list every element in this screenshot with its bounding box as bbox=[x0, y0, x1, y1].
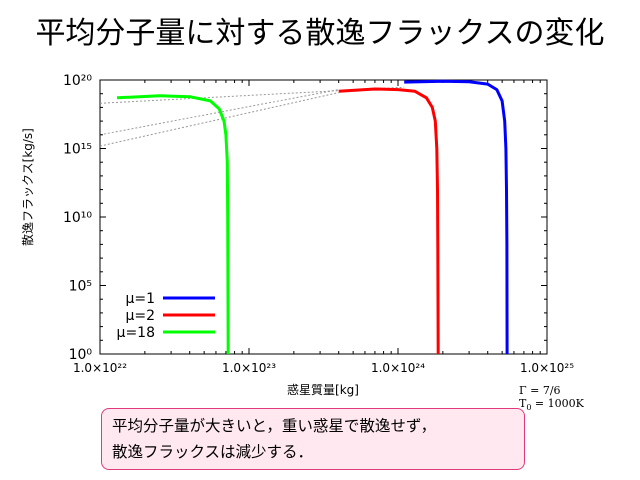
model-parameters: Γ = 7/6 T0 = 1000K bbox=[519, 384, 584, 414]
legend: μ=1μ=2μ=18 bbox=[117, 291, 215, 341]
slide-title: 平均分子量に対する散逸フラックスの変化 bbox=[35, 16, 605, 51]
y-axis-label: 散逸フラックス[kg/s] bbox=[21, 128, 35, 246]
legend-label: μ=18 bbox=[117, 325, 155, 341]
y-tick-label: 10¹⁰ bbox=[63, 210, 92, 226]
note-line-1: 平均分子量が大きいと，重い惑星で散逸せず， bbox=[112, 417, 437, 435]
y-tick-label: 10²⁰ bbox=[63, 73, 92, 89]
data-series bbox=[116, 79, 509, 355]
x-axis-label: 惑星質量[kg] bbox=[287, 382, 359, 397]
series-line bbox=[116, 94, 230, 355]
y-tick-label: 10⁰ bbox=[69, 347, 93, 363]
y-tick-label: 10¹⁵ bbox=[63, 142, 92, 158]
x-tick-label: 1.0×10²⁵ bbox=[520, 361, 574, 375]
flux-chart: 1.0×10²² 1.0×10²³ 1.0×10²⁴ 1.0×10²⁵ 10⁰ 10⁵ 10… bbox=[63, 73, 574, 397]
note-box: 平均分子量が大きいと，重い惑星で散逸せず， 散逸フラックスは減少する． bbox=[101, 408, 525, 470]
temperature-parameter: T0 = 1000K bbox=[519, 397, 584, 413]
legend-label: μ=1 bbox=[125, 291, 155, 307]
x-tick-label: 1.0×10²⁴ bbox=[371, 361, 425, 375]
legend-label: μ=2 bbox=[125, 308, 155, 324]
axis-ticks: 1.0×10²² 1.0×10²³ 1.0×10²⁴ 1.0×10²⁵ 10⁰ 10⁵ 10… bbox=[63, 73, 574, 375]
plot-frame bbox=[99, 79, 548, 355]
note-line-2: 散逸フラックスは減少する． bbox=[112, 443, 314, 461]
guide-line bbox=[99, 92, 339, 147]
gamma-parameter: Γ = 7/6 bbox=[519, 384, 561, 397]
series-line bbox=[404, 79, 509, 355]
y-tick-label: 10⁵ bbox=[69, 279, 92, 295]
series-line bbox=[338, 87, 440, 355]
x-tick-label: 1.0×10²³ bbox=[222, 361, 276, 375]
x-tick-label: 1.0×10²² bbox=[73, 361, 127, 375]
